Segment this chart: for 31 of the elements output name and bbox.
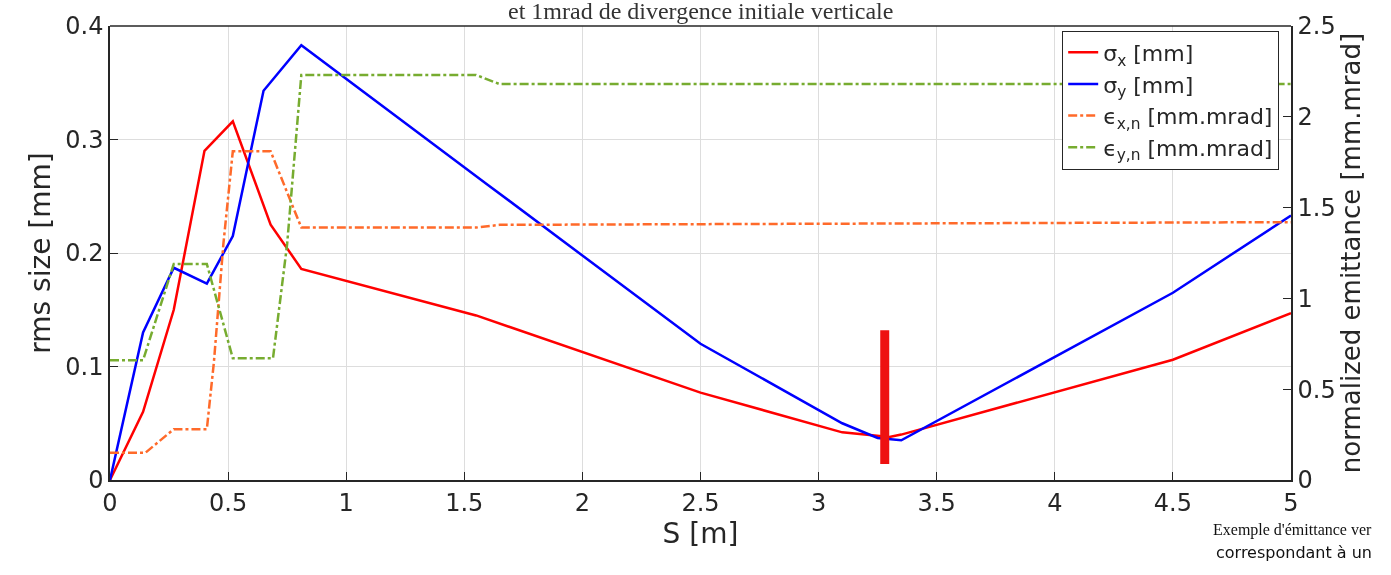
y-tick-label: 0.1 bbox=[65, 352, 104, 381]
y2-tick-label: 0.5 bbox=[1297, 375, 1336, 404]
text: correspondant à un bbox=[1216, 543, 1373, 562]
y2-tick-label: 1 bbox=[1297, 284, 1313, 313]
y-tick-label: 0.3 bbox=[65, 125, 104, 154]
y-tick-label: 0 bbox=[88, 466, 104, 495]
x-tick-label: 5 bbox=[1283, 488, 1299, 517]
y-tick-label: 0.4 bbox=[65, 12, 104, 41]
y2-tick-label: 0 bbox=[1297, 466, 1313, 495]
legend-label: ϵ$_{x,n}$ [mm.mrad] bbox=[1103, 104, 1273, 133]
legend-label: σ$_{x}$ [mm] bbox=[1103, 40, 1194, 70]
x-tick-label: 1.5 bbox=[445, 488, 484, 517]
y-axis-title: rms size [mm] bbox=[24, 152, 58, 354]
x-tick-label: 3.5 bbox=[917, 488, 956, 517]
y2-tick-label: 1.5 bbox=[1297, 194, 1336, 222]
x-tick-label: 4.5 bbox=[1153, 488, 1192, 517]
legend-label: ϵ$_{y,n}$ [mm.mrad] bbox=[1103, 135, 1273, 165]
text: Exemple d'émittance ver bbox=[1213, 521, 1373, 539]
legend-label: σ$_{y}$ [mm] bbox=[1103, 72, 1194, 102]
x-tick-label: 3 bbox=[810, 488, 827, 517]
x-axis-title: S [m] bbox=[662, 516, 739, 550]
chart-title: et 1mrad de divergence initiale verticale bbox=[508, 0, 894, 24]
y2-tick-label: 2.5 bbox=[1297, 12, 1336, 41]
x-tick-label: 4 bbox=[1047, 488, 1063, 517]
y2-tick-label: 2 bbox=[1297, 103, 1313, 132]
y2-axis-title: normalized emittance [mm.mrad] bbox=[1335, 32, 1366, 474]
x-tick-label: 2 bbox=[574, 488, 591, 517]
x-tick-label: 2.5 bbox=[681, 488, 720, 517]
x-tick-label: 1 bbox=[338, 488, 354, 517]
y-tick-label: 0.2 bbox=[65, 239, 104, 268]
x-tick-label: 0.5 bbox=[209, 488, 248, 517]
